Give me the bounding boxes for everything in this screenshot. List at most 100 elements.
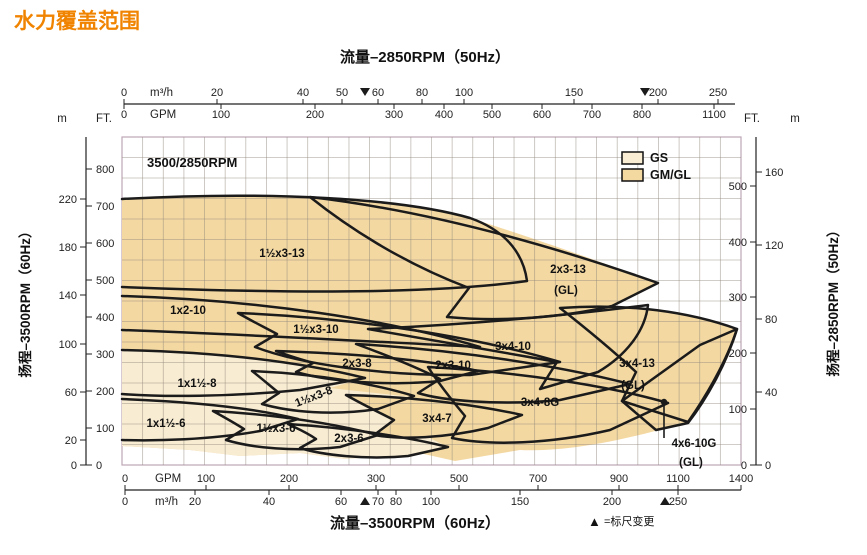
axis-tick-label: 100 [729,404,747,416]
scale-change-triangle [660,497,670,505]
region-label: 1½x3-6 [256,423,295,435]
region-label: 2x3-6 [334,433,363,445]
axis-tick-label: 140 [59,290,77,302]
bottom-axis-title: 流量–3500RPM（60Hz） [330,514,500,532]
region-sublabel: (GL) [679,457,703,469]
axis-tick-label: 100 [212,109,230,121]
scale-change-triangle [640,88,650,96]
axis-tick-label: m³/h [155,496,178,508]
axis-tick-label: 500 [729,181,747,193]
axis-tick-label: 600 [96,238,114,250]
pump-envelope-outline [426,365,670,444]
region-label: 2x3-10 [435,360,471,372]
region-sublabel: (GL) [621,380,645,392]
axis-tick-label: 150 [511,496,529,508]
axis-tick-label: 800 [633,109,651,121]
axis-tick-label: 40 [297,87,309,99]
axis-tick-label: 100 [422,496,440,508]
axis-tick-label: 400 [435,109,453,121]
axis-tick-label: 700 [96,201,114,213]
axis-tick-label: 500 [483,109,501,121]
axis-tick-label: 0 [122,473,128,485]
scale-change-triangle [360,497,370,505]
axis-tick-label: 0 [122,496,128,508]
axis-tick-label: 0 [96,460,102,472]
region-sublabel: (GL) [554,285,578,297]
scale-change-triangle [360,88,370,96]
region-label: 4x6-10G [672,438,717,450]
axis-tick-label: 1100 [702,109,726,121]
axis-tick-label: 200 [280,473,298,485]
axis-tick-label: 200 [603,496,621,508]
axis-tick-label: m³/h [150,87,173,99]
axis-tick-label: 300 [96,349,114,361]
axis-tick-label: 180 [59,242,77,254]
axis-tick-label: 100 [197,473,215,485]
right-axis-title: 扬程–2850RPM（50Hz） [825,223,841,376]
region-label: 2x3-13 [550,264,586,276]
legend-swatch-gs [621,151,644,165]
axis-tick-label: 220 [59,194,77,206]
right-unit-m-header: m [790,113,800,125]
region-label: 2x3-8 [342,358,372,370]
axis-tick-label: 60 [372,87,384,99]
axis-tick-label: 70 [372,496,384,508]
axis-tick-label: GPM [150,109,176,121]
axis-tick-label: 200 [729,348,747,360]
left-axis-title: 扬程–3500RPM（60Hz） [17,224,33,377]
axis-tick-label: 600 [533,109,551,121]
axis-tick-label: 0 [121,109,127,121]
region-label: 3x4-10 [495,341,531,353]
axis-tick-label: 1400 [729,473,753,485]
legend-label-gmgl: GM/GL [650,168,691,182]
axis-tick-label: 120 [765,240,783,252]
region-label: 1x1½-6 [146,418,185,430]
axis-tick-label: 200 [96,386,114,398]
axis-tick-label: 900 [610,473,628,485]
axis-tick-label: 100 [59,339,77,351]
left-unit-ft-header: FT. [96,113,112,125]
axis-tick-label: 200 [306,109,324,121]
axis-tick-label: 400 [96,312,114,324]
axis-tick-label: 20 [65,435,77,447]
axis-tick-label: 400 [729,237,747,249]
legend: GS GM/GL [621,151,691,182]
pump-envelope-outline [366,303,650,391]
axis-tick-label: 80 [390,496,402,508]
axis-tick-label: 20 [211,87,223,99]
axis-tick-label: 1100 [666,473,690,485]
region-label: 1½x3-13 [259,248,304,260]
region-label: 3x4-7 [422,413,451,425]
axis-tick-label: 500 [450,473,468,485]
pump-envelope-outline [120,294,482,349]
axis-tick-label: 300 [385,109,403,121]
pump-envelope-outline [354,342,632,404]
axis-tick-label: 0 [71,460,77,472]
region-label: 1½x3-10 [293,324,338,336]
region-label: 1x1½-8 [177,378,217,390]
left-unit-m-header: m [57,113,67,125]
region-label: 1x2-10 [170,305,206,317]
axis-tick-label: 800 [96,164,114,176]
pump-envelope-outline [620,327,739,432]
axis-tick-label: 250 [669,496,687,508]
axis-tick-label: 40 [765,387,777,399]
axis-tick-label: 200 [649,87,667,99]
top-axis-title: 流量–2850RPM（50Hz） [340,48,510,66]
axis-tick-label: 80 [765,314,777,326]
axis-tick-label: 250 [709,87,727,99]
pump-envelope-outline [250,369,416,414]
pump-envelope-outline [274,349,480,385]
axis-tick-label: 150 [565,87,583,99]
right-unit-ft-header: FT. [744,113,760,125]
axis-tick-label: 50 [336,87,348,99]
region-label: 3x4-13 [619,358,655,370]
pump-envelope-outline [344,393,524,439]
legend-swatch-gmgl [621,168,644,182]
axis-tick-label: 700 [529,473,547,485]
axis-tick-label: 300 [729,292,747,304]
axis-tick-label: 60 [65,387,77,399]
region-label: 3x4-8G [521,397,559,409]
scale-change-note: =标尺变更 [604,514,654,528]
